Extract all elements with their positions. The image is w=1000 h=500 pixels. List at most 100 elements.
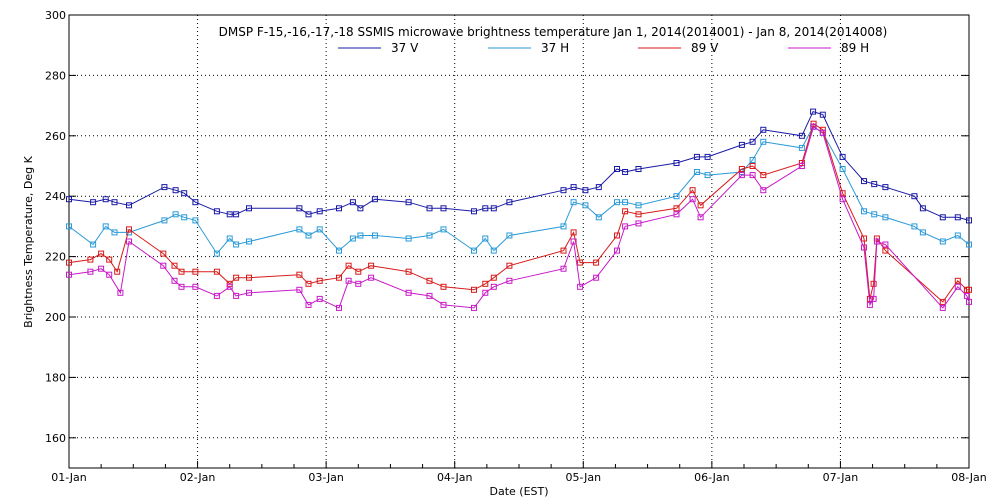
data-point — [954, 277, 961, 284]
data-point — [296, 205, 303, 212]
data-point — [963, 292, 970, 299]
y-tick-label: 180 — [45, 371, 66, 384]
data-point — [635, 220, 642, 227]
data-point — [161, 184, 168, 191]
data-point — [405, 235, 412, 242]
y-tick-label: 240 — [45, 190, 66, 203]
legend-item: 37 H — [488, 41, 569, 55]
x-tick-label: 06-Jan — [694, 471, 730, 484]
data-point — [336, 274, 342, 281]
x-tick-label: 08-Jan — [951, 471, 987, 484]
data-point — [697, 214, 704, 221]
data-point — [570, 199, 577, 206]
data-point — [873, 238, 880, 245]
data-point — [870, 280, 877, 287]
data-point — [595, 184, 602, 191]
data-point — [233, 241, 240, 248]
data-point — [697, 202, 704, 209]
data-point — [316, 295, 323, 302]
data-point — [66, 196, 72, 203]
data-point — [305, 280, 312, 287]
data-point — [673, 205, 680, 212]
data-point — [560, 187, 567, 194]
data-point — [357, 232, 364, 239]
data-point — [635, 211, 642, 218]
legend-label: 37 V — [391, 41, 419, 55]
legend-item: 89 H — [788, 41, 869, 55]
data-point — [704, 172, 711, 179]
data-point — [577, 259, 584, 266]
data-point — [490, 247, 497, 254]
data-point — [622, 169, 629, 175]
data-point — [106, 256, 113, 263]
plot-frame — [68, 14, 970, 469]
data-point — [368, 262, 375, 269]
data-point — [471, 304, 477, 311]
data-point — [246, 274, 252, 281]
x-axis-label: Date (EST) — [489, 485, 548, 498]
data-point — [593, 259, 600, 266]
data-point — [635, 202, 642, 209]
data-point — [90, 199, 97, 206]
data-point — [614, 232, 620, 239]
y-tick-label: 280 — [45, 69, 66, 82]
series-37-v — [66, 108, 972, 224]
data-point — [861, 235, 867, 242]
data-point — [192, 217, 199, 224]
data-point — [336, 304, 342, 311]
data-point — [345, 277, 352, 284]
data-point — [882, 247, 889, 254]
data-point — [160, 262, 167, 269]
data-point — [482, 280, 489, 287]
data-point — [570, 229, 577, 236]
data-point — [593, 274, 600, 281]
data-point — [911, 223, 918, 230]
data-point — [966, 298, 972, 305]
data-point — [954, 214, 961, 221]
data-point — [570, 184, 577, 191]
data-point — [939, 214, 946, 221]
data-point — [839, 153, 846, 160]
data-point — [405, 268, 412, 275]
data-point — [336, 247, 342, 254]
data-point — [471, 286, 477, 293]
data-point — [296, 271, 303, 278]
y-tick-label: 160 — [45, 432, 66, 445]
data-point — [305, 211, 312, 218]
data-point — [426, 205, 433, 212]
data-point — [246, 205, 252, 212]
data-point — [233, 292, 240, 299]
y-axis-label: Brightness Temperature, Deg K — [22, 155, 35, 327]
data-point — [693, 169, 700, 175]
data-point — [357, 205, 364, 212]
data-point — [111, 199, 118, 206]
data-point — [673, 160, 680, 166]
data-point — [213, 250, 220, 257]
data-point — [90, 241, 97, 248]
data-point — [749, 172, 756, 179]
series-line — [68, 125, 970, 255]
data-point — [117, 289, 124, 296]
data-point — [171, 262, 178, 269]
data-point — [866, 301, 873, 308]
data-point — [839, 196, 846, 203]
data-point — [482, 289, 489, 296]
data-point — [738, 141, 745, 148]
data-point — [614, 247, 620, 254]
data-point — [405, 199, 412, 206]
data-point — [760, 126, 767, 133]
data-point — [355, 280, 362, 287]
data-point — [102, 223, 109, 230]
data-point — [87, 268, 94, 275]
data-point — [490, 274, 497, 281]
legend-item: 37 V — [338, 41, 419, 55]
data-point — [882, 214, 889, 221]
data-point — [749, 138, 756, 145]
y-tick-label: 300 — [45, 9, 66, 22]
data-point — [622, 208, 629, 215]
data-point — [233, 211, 240, 218]
data-point — [305, 232, 312, 239]
data-point — [226, 211, 233, 218]
data-point — [296, 286, 303, 293]
